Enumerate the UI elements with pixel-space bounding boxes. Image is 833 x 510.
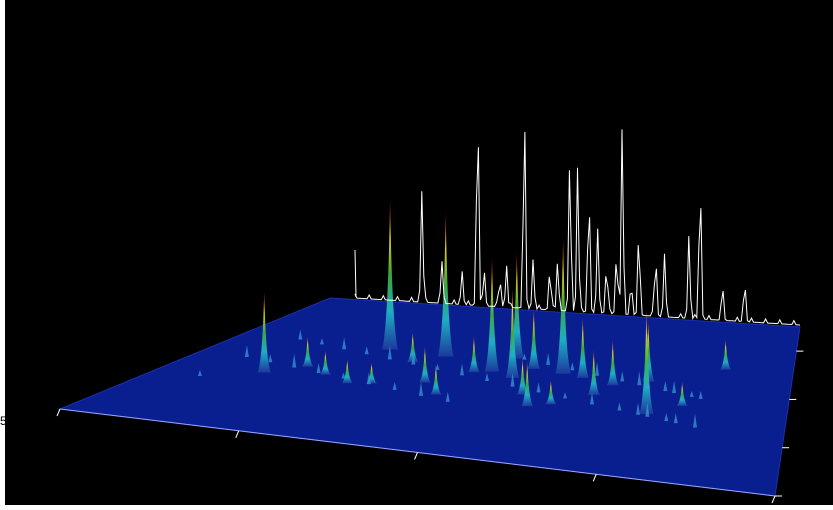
surface-minor-peak	[387, 345, 392, 360]
x-tick-mark	[592, 474, 597, 482]
x-tick-label: 1598	[191, 450, 218, 464]
surface-minor-peak	[197, 369, 202, 376]
surface-minor-peak	[546, 352, 551, 365]
surface-minor-peak	[445, 391, 450, 402]
surface-minor-peak	[563, 392, 568, 399]
surface-minor-peak	[645, 381, 650, 388]
surface-peak	[419, 346, 431, 383]
surface-minor-peak	[435, 363, 440, 370]
y-tick-label: 1	[797, 441, 804, 455]
x-tick-mark	[235, 430, 240, 438]
surface-peak	[606, 340, 619, 386]
surface-minor-peak	[664, 413, 669, 422]
surface-peak	[484, 257, 500, 372]
surface-peak	[676, 381, 688, 406]
surface-minor-peak	[693, 413, 698, 428]
x-tick-label: 3598	[548, 493, 575, 507]
surface-minor-peak	[411, 354, 416, 365]
surface-peak	[382, 199, 399, 350]
surface-minor-peak	[364, 346, 369, 355]
y-tick-label: 3	[811, 344, 818, 358]
surface-minor-peak	[366, 372, 371, 385]
x-tick-mark	[771, 495, 776, 504]
surface-peak	[521, 361, 534, 407]
surface-minor-peak	[268, 354, 273, 363]
surface-peak	[545, 380, 557, 405]
surface-minor-peak	[341, 372, 346, 379]
surface-peak	[720, 339, 732, 370]
surface-minor-peak	[698, 390, 703, 399]
surface-minor-peak	[617, 402, 622, 411]
y-tick-label: 0	[790, 489, 797, 503]
surface-peak	[505, 287, 520, 378]
x-tick-label: 598	[0, 414, 20, 428]
y-tick-label: 2	[804, 392, 811, 406]
projection-trace	[354, 129, 801, 326]
surface-minor-peak	[244, 345, 249, 358]
surface-minor-peak	[570, 362, 575, 371]
surface-minor-peak	[672, 380, 677, 393]
surface-minor-peak	[663, 381, 668, 392]
x-tick-mark	[414, 452, 418, 460]
surface-minor-peak	[689, 390, 694, 397]
surface-peak	[319, 350, 331, 375]
surface-peak	[430, 364, 442, 395]
surface-peak	[302, 336, 314, 367]
surface-peak	[509, 253, 524, 359]
surface-minor-peak	[595, 361, 600, 376]
surface-minor-peak	[459, 363, 464, 376]
surface-peak	[257, 291, 271, 373]
surface-minor-peak	[645, 402, 650, 417]
surface-peak	[366, 362, 377, 384]
surface-peak	[555, 238, 571, 374]
surface-minor-peak	[637, 371, 642, 386]
surface-peak	[587, 349, 600, 395]
surface-peak	[527, 308, 540, 369]
surface-peak	[576, 317, 589, 378]
surface-peak	[468, 336, 480, 373]
surface-minor-peak	[319, 338, 324, 345]
surface-minor-peak	[589, 392, 594, 405]
surface-minor-peak	[298, 329, 303, 340]
surface-minor-peak	[510, 372, 515, 387]
surface-minor-peak	[673, 413, 678, 424]
surface-peak	[639, 309, 654, 415]
surface-minor-peak	[342, 337, 347, 350]
surface-peak	[437, 212, 454, 357]
x-axis-title: 1st Dimension Retention Time (sec)	[138, 469, 341, 483]
surface-peak	[642, 321, 655, 382]
surface-minor-peak	[620, 371, 625, 382]
surface-minor-peak	[522, 353, 527, 360]
surface-peak	[407, 332, 419, 363]
x-tick-mark	[56, 408, 61, 417]
surface-peak	[341, 359, 353, 384]
surface-minor-peak	[418, 381, 423, 396]
surface-minor-peak	[316, 362, 321, 373]
surface-minor-peak	[392, 381, 397, 390]
surface-minor-peak	[485, 372, 490, 381]
surface-minor-peak	[536, 382, 541, 393]
x-tick-label: 2598	[370, 472, 397, 486]
surface-minor-peak	[292, 353, 297, 368]
surface-peak	[516, 358, 529, 395]
surface-minor-peak	[636, 402, 641, 415]
